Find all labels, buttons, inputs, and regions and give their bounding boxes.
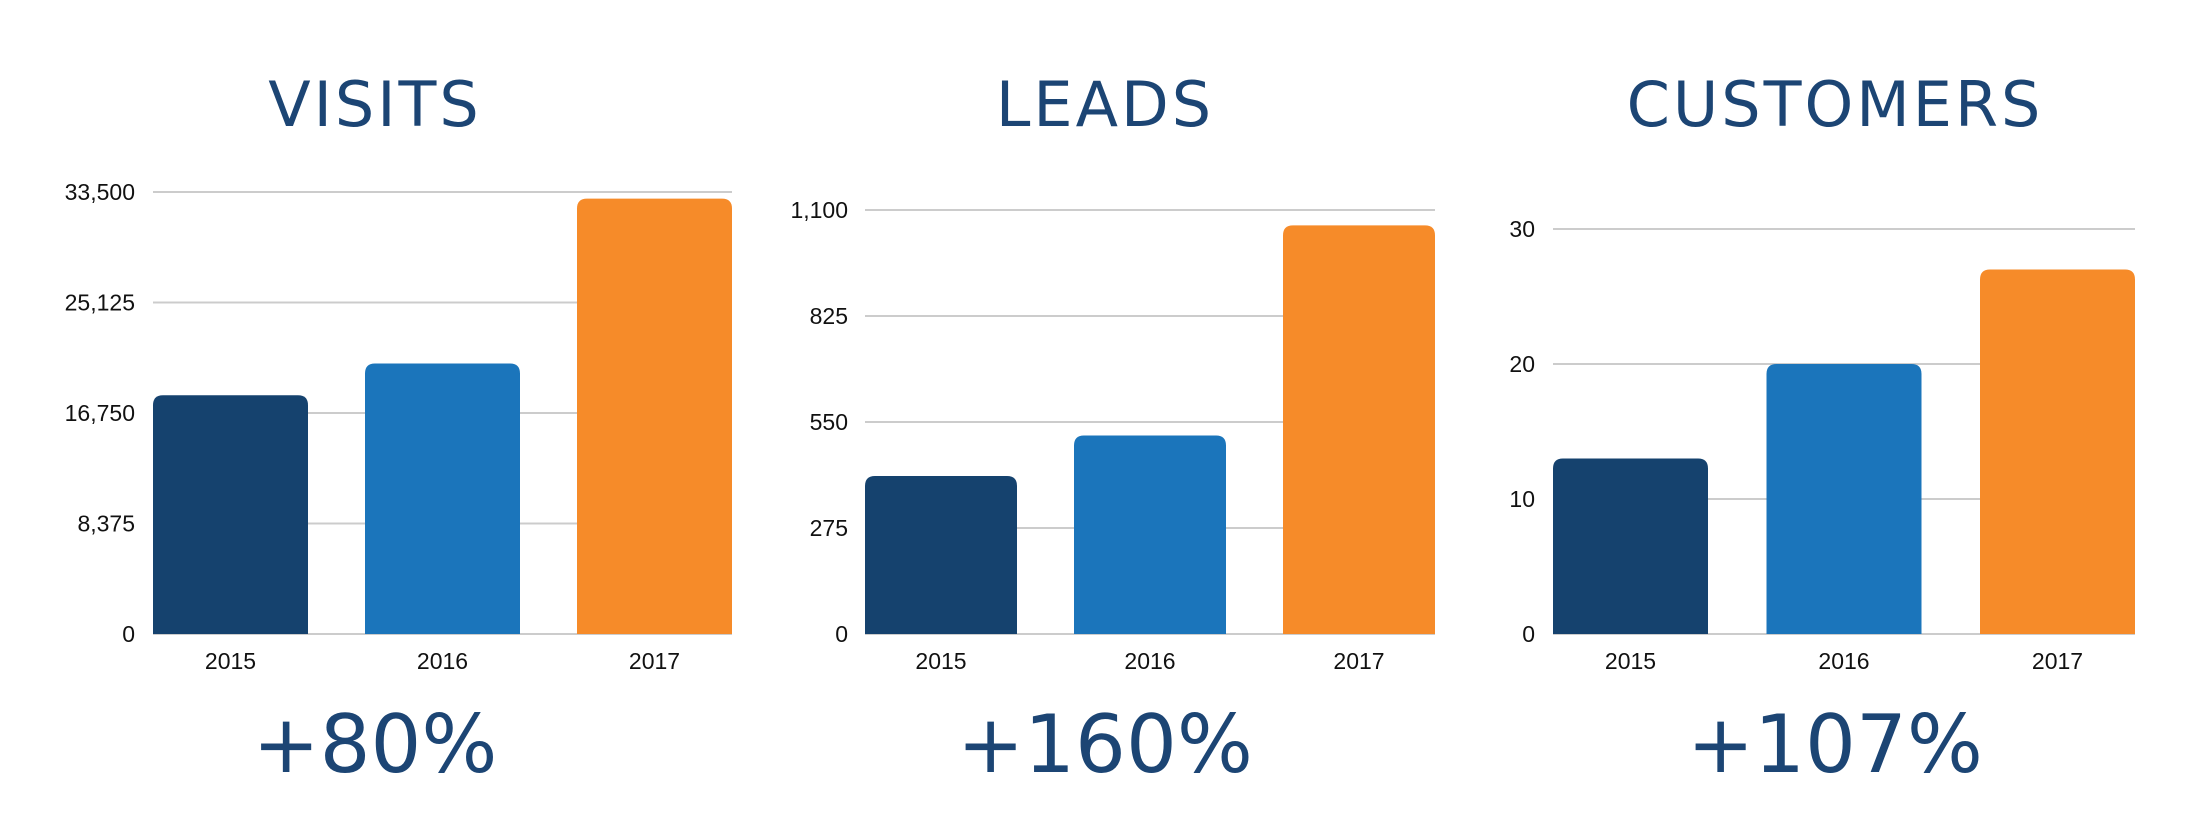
y-tick-label: 16,750: [65, 400, 135, 426]
x-tick-label: 2015: [1605, 648, 1656, 674]
bar-2015: [865, 475, 1017, 634]
y-tick-label: 33,500: [65, 179, 135, 205]
bar-2017: [1980, 269, 2135, 634]
x-tick-label: 2016: [1124, 648, 1175, 674]
y-tick-label: 825: [810, 303, 848, 329]
growth-percentage: +107%: [1687, 698, 1983, 791]
y-tick-label: 10: [1509, 486, 1535, 512]
leads-panel: LEADS 0 275 550 825 1,100 2015 2016 2017 +160%: [735, 0, 1475, 835]
y-tick-label: 8,375: [77, 511, 135, 537]
y-tick-label: 0: [1522, 621, 1535, 647]
growth-percentage: +80%: [252, 698, 498, 791]
y-tick-label: 25,125: [65, 290, 135, 316]
x-tick-label: 2016: [417, 648, 468, 674]
y-tick-label: 275: [810, 515, 848, 541]
growth-percentage: +160%: [957, 698, 1253, 791]
y-tick-label: 0: [122, 621, 135, 647]
bar-2017: [1283, 225, 1435, 634]
bar-2016: [365, 363, 520, 634]
bar-2016: [1766, 364, 1922, 634]
y-tick-label: 0: [835, 621, 848, 647]
y-tick-label: 30: [1509, 216, 1535, 242]
bar-2016: [1074, 435, 1226, 634]
x-tick-label: 2017: [629, 648, 680, 674]
x-tick-label: 2016: [1818, 648, 1869, 674]
bar-2015: [1553, 458, 1708, 634]
x-tick-label: 2015: [915, 648, 966, 674]
visits-chart: 0 8,375 16,750 25,125 33,500 2015 2016 2017: [65, 179, 732, 674]
chart-title: VISITS: [268, 68, 482, 141]
leads-chart: 0 275 550 825 1,100 2015 2016 2017: [790, 197, 1435, 674]
chart-title: LEADS: [995, 68, 1215, 141]
bar-2017: [577, 198, 732, 634]
y-tick-label: 550: [810, 409, 848, 435]
customers-chart: 0 10 20 30 2015 2016 2017: [1509, 216, 2135, 674]
visits-panel: VISITS 0 8,375 16,750 25,125 33,500 2015 2016 2…: [0, 0, 750, 835]
x-tick-label: 2017: [2032, 648, 2083, 674]
bar-2015: [153, 395, 308, 634]
y-tick-label: 1,100: [790, 197, 848, 223]
x-tick-label: 2017: [1333, 648, 1384, 674]
y-tick-label: 20: [1509, 351, 1535, 377]
chart-title: CUSTOMERS: [1626, 68, 2044, 141]
customers-panel: CUSTOMERS 0 10 20 30 2015 2016 2017 +107%: [1470, 0, 2200, 835]
x-tick-label: 2015: [205, 648, 256, 674]
